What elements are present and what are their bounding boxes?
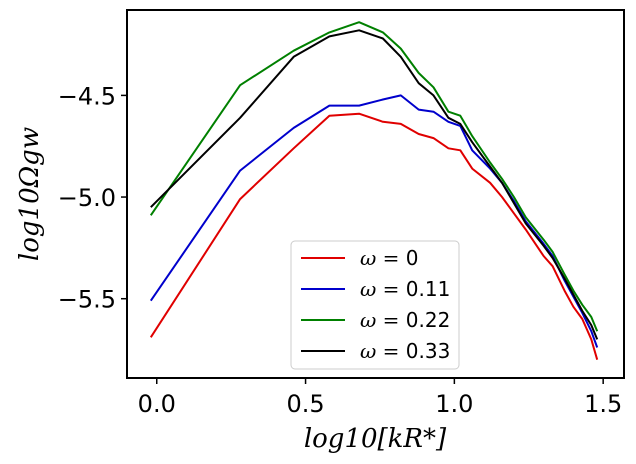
- x-tick-label-0: 0.0: [138, 390, 176, 418]
- legend-label-value-0: 0: [406, 246, 419, 270]
- legend-label-value-3: 0.33: [406, 339, 451, 363]
- legend-label-prefix-1: ω =: [360, 277, 406, 301]
- legend-label-2: ω = 0.22: [360, 308, 450, 332]
- series-lines: [149, 21, 599, 360]
- y-axis-title: log10Ωgw: [15, 127, 45, 261]
- x-axis-title: log10[kR*]: [304, 424, 447, 454]
- legend-label-value-1: 0.11: [406, 277, 451, 301]
- legend-box: [290, 240, 460, 370]
- legend-label-prefix-3: ω =: [360, 339, 406, 363]
- legend: ω = 0ω = 0.11ω = 0.22ω = 0.33: [290, 240, 460, 370]
- legend-label-prefix-0: ω =: [360, 246, 406, 270]
- x-tick-label-1: 0.5: [286, 390, 324, 418]
- legend-label-3: ω = 0.33: [360, 339, 450, 363]
- series-line-2: [149, 21, 599, 332]
- series-line-0: [149, 112, 599, 360]
- x-tick-label-3: 1.5: [584, 390, 622, 418]
- y-tick-label-1: −5.0: [58, 184, 116, 212]
- y-tick-label-2: −5.5: [58, 286, 116, 314]
- legend-label-0: ω = 0: [360, 246, 419, 270]
- legend-label-prefix-2: ω =: [360, 308, 406, 332]
- series-line-3: [150, 29, 599, 340]
- legend-label-value-2: 0.22: [406, 308, 451, 332]
- legend-label-1: ω = 0.11: [360, 277, 450, 301]
- plot-frame: [126, 9, 625, 379]
- axis-ticks: 0.0 0.5 1.0 1.5 −4.5 −5.0 −5.5: [58, 82, 623, 418]
- x-tick-label-2: 1.0: [435, 390, 473, 418]
- y-tick-label-0: −4.5: [58, 82, 116, 110]
